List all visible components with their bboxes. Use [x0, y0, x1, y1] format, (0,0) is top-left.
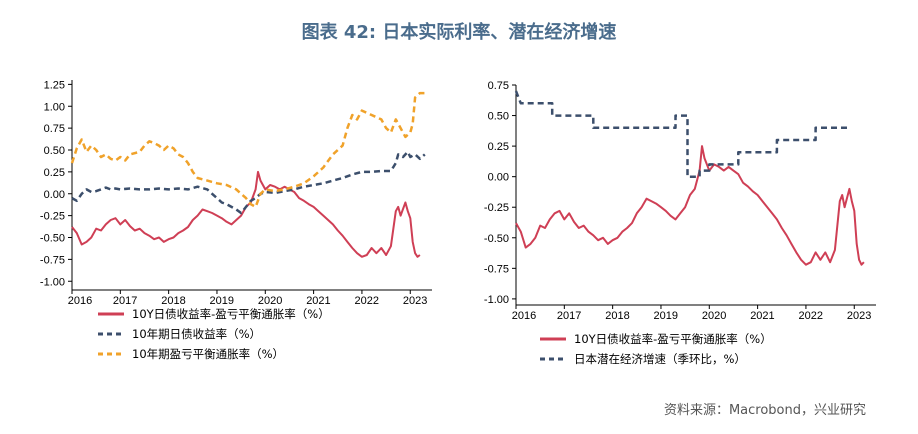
- y-tick-label: -1.00: [484, 294, 509, 306]
- y-tick-label: 1.25: [44, 79, 65, 91]
- legend-label: 10年期盈亏平衡通胀率（%）: [132, 347, 284, 361]
- y-tick-label: -0.75: [40, 254, 65, 266]
- right-chart: 0.75 0.50 0.25 0.00 -0.25 -0.50 -0.75 -1.002016…: [484, 80, 876, 322]
- y-tick-label: 0.75: [488, 80, 509, 92]
- y-tick-label: -0.25: [40, 211, 65, 223]
- right-legend: 10Y日债收益率-盈亏平衡通胀率（%） 日本潜在经济增速（季环比，%）: [540, 332, 772, 366]
- y-tick-label: -0.50: [484, 233, 509, 245]
- x-tick-label: 2019: [210, 295, 234, 307]
- x-tick-label: 2021: [750, 310, 774, 322]
- x-tick-label: 2017: [557, 310, 581, 322]
- x-tick-label: 2016: [68, 295, 92, 307]
- x-tick-label: 2018: [605, 310, 629, 322]
- x-tick-label: 2022: [355, 295, 379, 307]
- series-line-1: [515, 145, 865, 266]
- y-tick-label: -0.75: [484, 263, 509, 275]
- left-chart: 1.25 1.00 0.75 0.50 0.25 0.00 -0.25 -0.50 -0.75 -…: [40, 79, 432, 307]
- x-tick-label: 2018: [161, 295, 185, 307]
- x-tick-label: 2021: [306, 295, 330, 307]
- x-tick-label: 2023: [847, 310, 871, 322]
- series-line-3: [70, 91, 425, 209]
- y-tick-label: -0.50: [40, 233, 65, 245]
- y-tick-label: 1.00: [44, 101, 65, 113]
- x-tick-label: 2019: [654, 310, 678, 322]
- y-tick-label: 0.75: [44, 123, 65, 135]
- legend-label: 10年期日债收益率（%）: [132, 327, 261, 341]
- legend-label: 10Y日债收益率-盈亏平衡通胀率（%）: [574, 332, 772, 346]
- figure-title: 图表 42: 日本实际利率、潜在经济增速: [301, 22, 617, 43]
- series-line-1: [71, 170, 421, 258]
- x-tick-label: 2017: [113, 295, 137, 307]
- source-note: 资料来源：Macrobond，兴业研究: [663, 403, 866, 418]
- x-tick-label: 2023: [403, 295, 427, 307]
- legend-label: 10Y日债收益率-盈亏平衡通胀率（%）: [132, 307, 330, 321]
- x-tick-label: 2016: [512, 310, 536, 322]
- series-line-2: [514, 90, 850, 178]
- y-tick-label: 0.00: [488, 172, 509, 184]
- legend-label: 日本潜在经济增速（季环比，%）: [574, 352, 746, 366]
- series-line-2: [71, 150, 426, 215]
- y-tick-label: -0.25: [484, 202, 509, 214]
- y-tick-label: 0.25: [44, 167, 65, 179]
- y-tick-label: 0.25: [488, 141, 509, 153]
- y-tick-label: -1.00: [40, 276, 65, 288]
- y-tick-label: 0.50: [44, 145, 65, 157]
- x-tick-label: 2020: [702, 310, 726, 322]
- y-tick-label: 0.50: [488, 111, 509, 123]
- x-tick-label: 2022: [799, 310, 823, 322]
- left-legend: 10Y日债收益率-盈亏平衡通胀率（%） 10年期日债收益率（%） 10年期盈亏平衡通…: [98, 307, 330, 361]
- x-tick-label: 2020: [258, 295, 282, 307]
- y-tick-label: 0.00: [44, 189, 65, 201]
